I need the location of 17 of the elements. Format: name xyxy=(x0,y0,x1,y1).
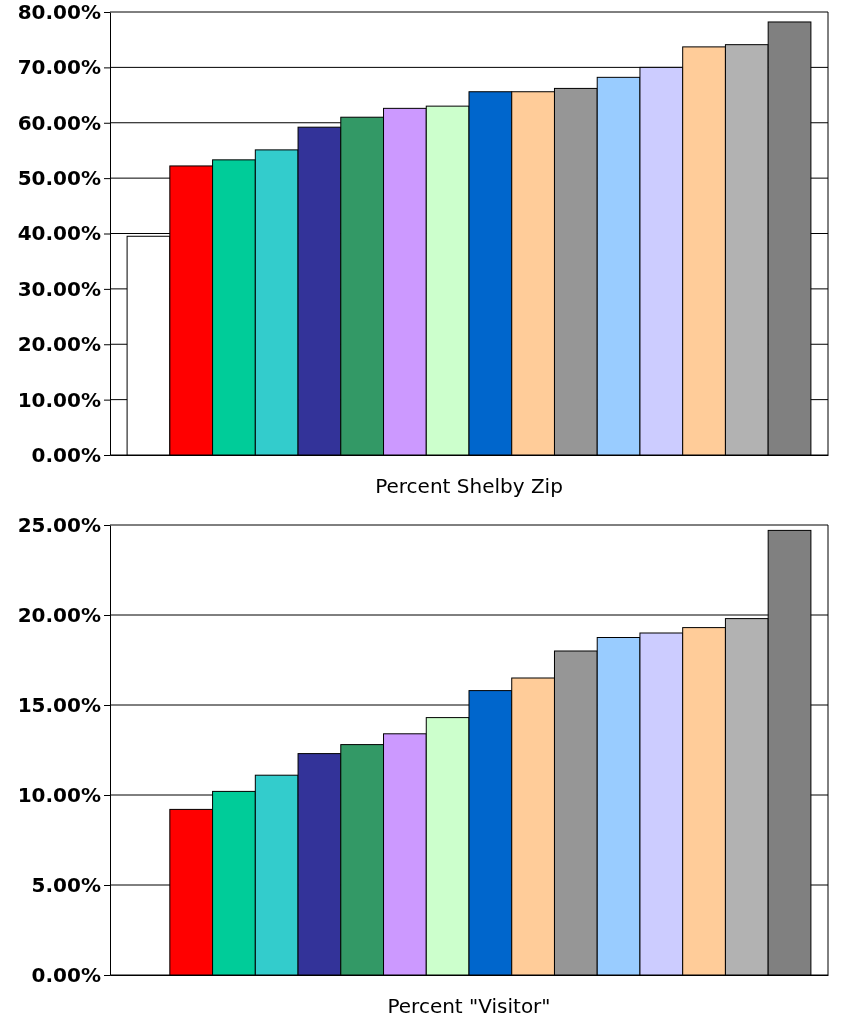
y-tick-label: 20.00% xyxy=(17,602,101,627)
y-tick-label: 60.00% xyxy=(17,110,101,135)
y-tick-label: 50.00% xyxy=(17,166,101,191)
y-tick-label: 20.00% xyxy=(17,332,101,357)
y-tick-label: 15.00% xyxy=(17,692,101,717)
y-tick-label: 70.00% xyxy=(17,55,101,80)
y-tick-label: 0.00% xyxy=(31,962,101,987)
y-tick-label: 80.00% xyxy=(17,0,101,24)
x-axis-title: Percent "Visitor" xyxy=(387,994,551,1018)
y-tick-label: 10.00% xyxy=(17,387,101,412)
y-tick-label: 40.00% xyxy=(17,221,101,246)
y-tick-label: 10.00% xyxy=(17,782,101,807)
y-tick-label: 0.00% xyxy=(31,442,101,467)
y-tick-label: 30.00% xyxy=(17,276,101,301)
x-axis-title: Percent Shelby Zip xyxy=(375,474,563,498)
y-tick-label: 25.00% xyxy=(17,512,101,537)
y-tick-label: 5.00% xyxy=(31,872,101,897)
